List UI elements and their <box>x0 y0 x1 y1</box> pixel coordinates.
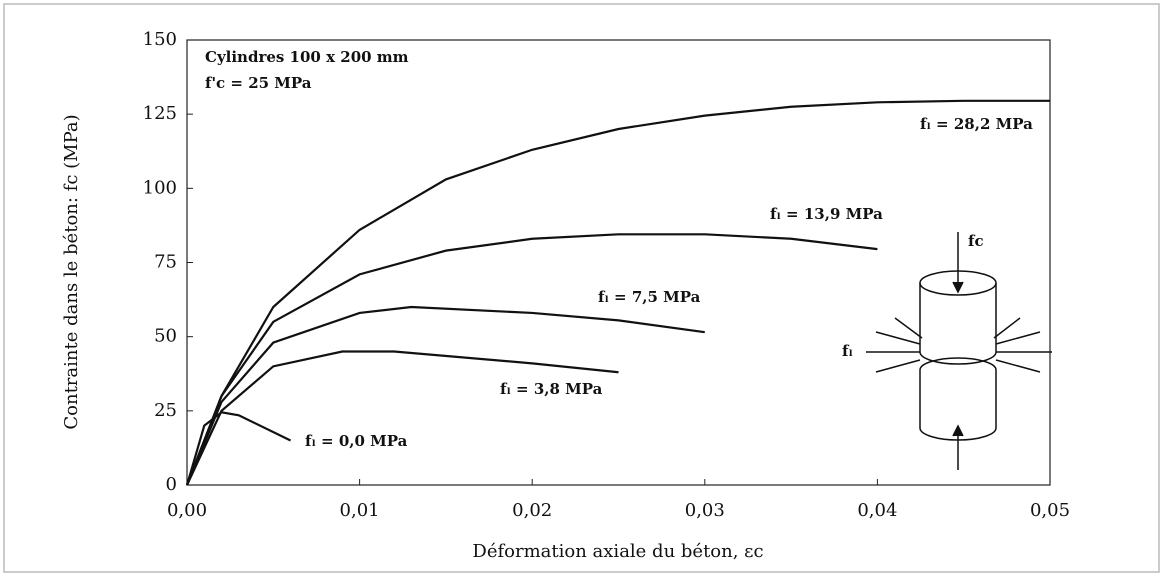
series-line <box>185 411 292 486</box>
series-label: fₗ = 3,8 MPa <box>500 380 603 398</box>
series-label: fₗ = 28,2 MPa <box>920 115 1033 133</box>
x-tick-label: 0,00 <box>167 500 207 521</box>
x-tick-label: 0,05 <box>1030 500 1070 521</box>
y-tick-label: 100 <box>143 177 177 198</box>
series-line <box>185 99 1050 486</box>
y-tick-label: 25 <box>154 400 177 421</box>
x-tick-label: 0,03 <box>685 500 725 521</box>
y-tick-label: 125 <box>143 103 177 124</box>
y-tick-label: 150 <box>143 29 177 50</box>
series-line <box>185 305 705 486</box>
x-axis-label: Déformation axiale du béton, εc <box>472 541 763 562</box>
frame <box>3 3 1160 573</box>
inset-diagram <box>866 232 1052 470</box>
series-label: fₗ = 13,9 MPa <box>770 205 883 223</box>
series-label: fₗ = 0,0 MPa <box>305 432 408 450</box>
y-tick-label: 75 <box>154 252 177 273</box>
y-tick-label: 0 <box>166 474 177 495</box>
series-line <box>186 350 619 486</box>
x-tick-label: 0,02 <box>512 500 552 521</box>
x-tick-label: 0,04 <box>857 500 897 521</box>
inset-label: fₗ <box>842 342 853 360</box>
y-axis-label: Contrainte dans le béton: fc (MPa) <box>61 114 82 429</box>
annotation: f'c = 25 MPa <box>205 74 312 92</box>
y-tick-label: 50 <box>154 326 177 347</box>
x-tick-label: 0,01 <box>340 500 380 521</box>
series-line <box>185 233 878 486</box>
annotation: Cylindres 100 x 200 mm <box>205 48 409 66</box>
series-label: fₗ = 7,5 MPa <box>598 288 701 306</box>
inset-label: fc <box>968 232 984 250</box>
